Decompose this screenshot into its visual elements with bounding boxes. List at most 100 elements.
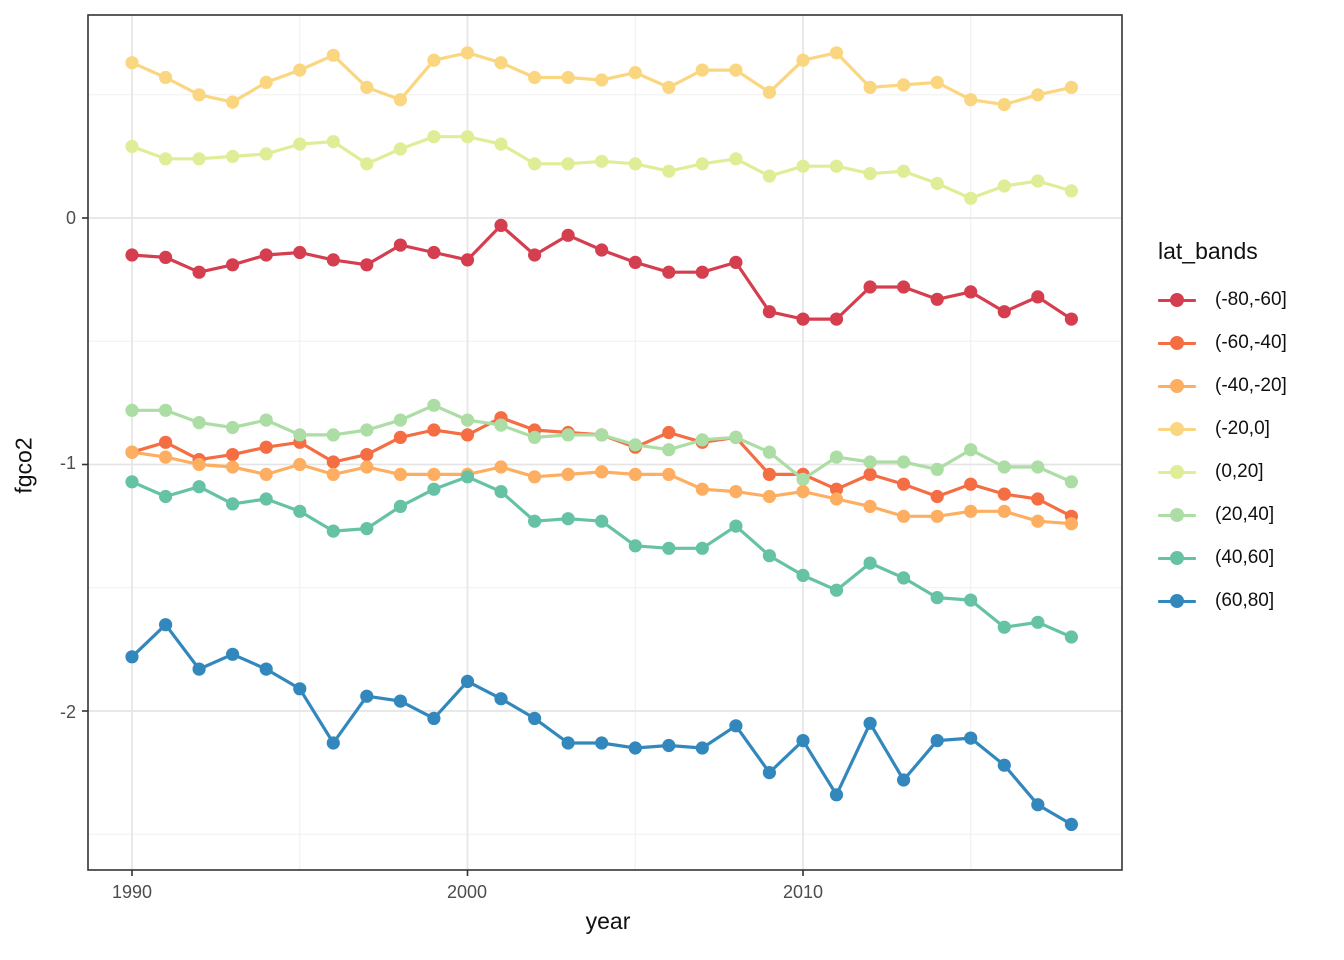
data-point xyxy=(1064,817,1078,832)
data-point xyxy=(561,70,575,85)
data-point xyxy=(695,482,709,496)
data-point xyxy=(494,692,508,706)
legend-key-icon xyxy=(1158,464,1196,480)
data-point xyxy=(159,250,173,264)
data-point xyxy=(662,265,676,279)
data-point xyxy=(829,46,844,60)
data-point xyxy=(796,159,810,173)
data-point xyxy=(595,428,609,442)
data-point xyxy=(1064,312,1078,326)
data-point xyxy=(1064,630,1078,644)
data-point xyxy=(360,80,374,94)
data-point xyxy=(796,472,810,486)
data-point xyxy=(1064,184,1078,198)
data-point xyxy=(662,467,676,481)
data-point xyxy=(829,583,844,597)
data-point xyxy=(796,312,810,326)
data-point xyxy=(863,716,877,730)
data-point xyxy=(1031,290,1045,304)
data-point xyxy=(595,73,609,87)
legend-item: (0,20] xyxy=(1158,457,1338,487)
data-point xyxy=(729,485,743,499)
data-point xyxy=(829,788,844,802)
data-point xyxy=(494,218,508,232)
data-point xyxy=(393,430,407,444)
data-point xyxy=(595,514,609,528)
data-point xyxy=(561,428,575,442)
data-point xyxy=(897,477,911,491)
data-point xyxy=(1064,475,1078,489)
data-point xyxy=(293,504,307,518)
data-point xyxy=(427,53,441,67)
data-point xyxy=(997,179,1011,193)
data-point xyxy=(528,470,542,484)
y-axis-title: fgco2 xyxy=(10,437,37,494)
data-point xyxy=(1031,514,1045,528)
data-point xyxy=(528,70,542,85)
data-point xyxy=(997,487,1011,501)
data-point xyxy=(897,571,911,585)
legend-item: (-80,-60] xyxy=(1158,285,1338,315)
data-point xyxy=(964,593,978,607)
data-point xyxy=(528,248,542,262)
legend-item: (20,40] xyxy=(1158,500,1338,530)
data-point xyxy=(561,228,575,242)
data-point xyxy=(393,93,407,107)
data-point xyxy=(259,75,273,89)
data-point xyxy=(964,731,978,745)
data-point xyxy=(159,70,173,85)
data-point xyxy=(393,413,407,427)
data-point xyxy=(662,738,676,753)
data-point xyxy=(393,467,407,481)
data-point xyxy=(427,711,441,726)
data-point xyxy=(360,689,374,703)
data-point xyxy=(964,285,978,299)
data-point xyxy=(762,85,777,99)
legend-key-icon xyxy=(1158,378,1196,394)
legend-item-label: (20,40] xyxy=(1215,504,1275,525)
data-point xyxy=(125,475,139,489)
data-point xyxy=(595,465,609,479)
x-axis-title: year xyxy=(585,908,631,934)
data-point xyxy=(460,470,475,484)
data-point xyxy=(729,719,743,733)
data-point xyxy=(360,522,374,536)
data-point xyxy=(1064,517,1078,531)
legend-key-icon xyxy=(1158,335,1196,351)
legend-item-label: (-60,-40] xyxy=(1215,332,1287,353)
data-point xyxy=(796,53,810,67)
data-point xyxy=(259,248,273,262)
data-point xyxy=(427,245,441,260)
data-point xyxy=(662,425,676,440)
data-point xyxy=(159,450,173,464)
data-point xyxy=(1064,80,1078,94)
data-point xyxy=(863,280,877,294)
data-point xyxy=(628,255,642,269)
data-point xyxy=(259,467,273,481)
data-point xyxy=(561,736,575,750)
data-point xyxy=(628,539,642,553)
data-point xyxy=(997,305,1011,319)
data-point xyxy=(360,157,374,171)
data-point xyxy=(930,509,944,523)
data-point xyxy=(494,418,508,432)
data-point xyxy=(326,428,340,442)
data-point xyxy=(293,428,307,442)
data-point xyxy=(393,142,407,156)
legend-items: (-80,-60] (-60,-40] (-40,-20] (-20,0] (0,20]… xyxy=(1158,285,1338,616)
data-point xyxy=(930,462,944,476)
data-point xyxy=(1031,174,1045,188)
data-point xyxy=(628,438,642,452)
data-point xyxy=(159,489,173,504)
data-point xyxy=(595,243,609,257)
data-point xyxy=(729,519,743,533)
data-point xyxy=(125,248,139,262)
data-point xyxy=(796,485,810,499)
data-point xyxy=(125,56,139,70)
data-point xyxy=(293,682,307,696)
data-point xyxy=(628,66,642,80)
data-point xyxy=(863,499,877,513)
data-point xyxy=(964,443,978,457)
data-point xyxy=(125,403,139,417)
